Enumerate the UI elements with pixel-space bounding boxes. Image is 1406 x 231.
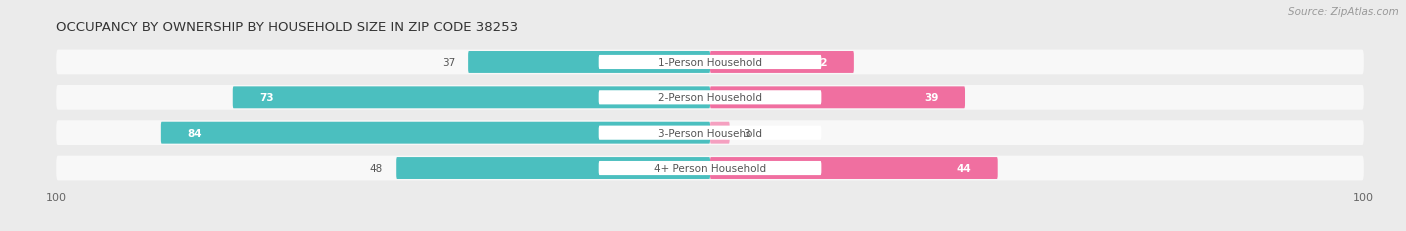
FancyBboxPatch shape (56, 85, 1364, 110)
Text: 44: 44 (957, 163, 972, 173)
FancyBboxPatch shape (710, 122, 730, 144)
FancyBboxPatch shape (468, 52, 710, 74)
FancyBboxPatch shape (233, 87, 710, 109)
FancyBboxPatch shape (599, 56, 821, 70)
Text: 84: 84 (187, 128, 201, 138)
Text: 48: 48 (370, 163, 382, 173)
Text: 3: 3 (742, 128, 749, 138)
FancyBboxPatch shape (56, 156, 1364, 181)
Text: 39: 39 (925, 93, 939, 103)
FancyBboxPatch shape (710, 87, 965, 109)
Text: OCCUPANCY BY OWNERSHIP BY HOUSEHOLD SIZE IN ZIP CODE 38253: OCCUPANCY BY OWNERSHIP BY HOUSEHOLD SIZE… (56, 21, 519, 33)
Text: 37: 37 (441, 58, 456, 68)
FancyBboxPatch shape (56, 121, 1364, 146)
Text: 73: 73 (259, 93, 274, 103)
Text: Source: ZipAtlas.com: Source: ZipAtlas.com (1288, 7, 1399, 17)
FancyBboxPatch shape (160, 122, 710, 144)
FancyBboxPatch shape (710, 52, 853, 74)
FancyBboxPatch shape (599, 91, 821, 105)
FancyBboxPatch shape (599, 126, 821, 140)
Text: 3-Person Household: 3-Person Household (658, 128, 762, 138)
FancyBboxPatch shape (710, 157, 998, 179)
FancyBboxPatch shape (599, 161, 821, 175)
Text: 1-Person Household: 1-Person Household (658, 58, 762, 68)
FancyBboxPatch shape (396, 157, 710, 179)
Text: 22: 22 (813, 58, 828, 68)
Text: 4+ Person Household: 4+ Person Household (654, 163, 766, 173)
Text: 2-Person Household: 2-Person Household (658, 93, 762, 103)
FancyBboxPatch shape (56, 50, 1364, 75)
